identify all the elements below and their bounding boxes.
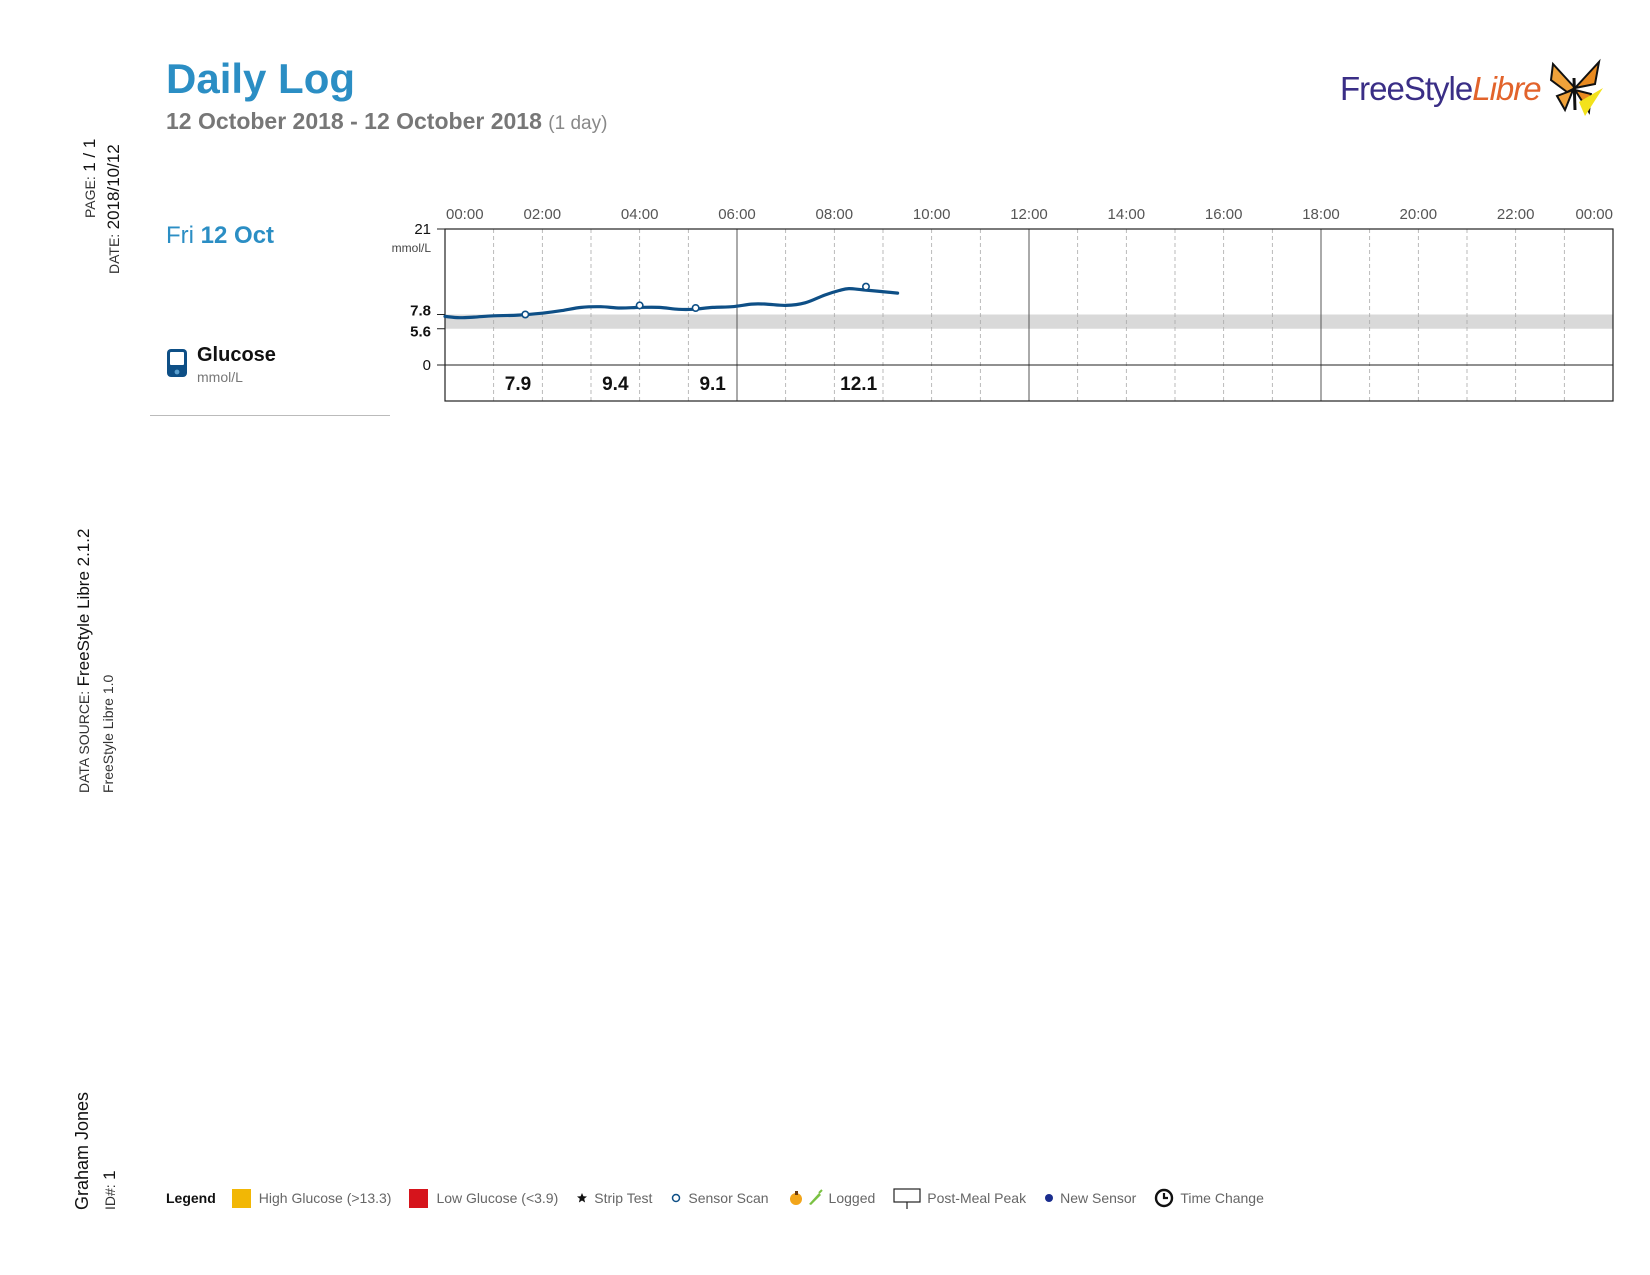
logo-word-libre: Libre — [1472, 70, 1541, 107]
sensor-scan-points — [521, 282, 870, 319]
x-tick-label: 10:00 — [913, 206, 951, 223]
legend-label: Post-Meal Peak — [927, 1190, 1027, 1206]
post-meal-peak-icon — [893, 1186, 921, 1210]
x-tick-label: 02:00 — [524, 206, 562, 223]
glucose-chart: 00:00 02:00 04:00 06:00 08:00 10:00 12:00 14:00… — [392, 206, 1614, 402]
butterfly-icon — [1549, 58, 1603, 116]
sensor-glucose-line — [443, 286, 900, 320]
legend-item-new-sensor: New Sensor — [1044, 1190, 1136, 1206]
x-tick-label: 18:00 — [1302, 206, 1340, 223]
sensor-scan-point — [521, 310, 530, 319]
glucose-unit: mmol/L — [197, 369, 243, 385]
sensor-scan-icon — [670, 1192, 682, 1204]
legend-title: Legend — [166, 1190, 216, 1206]
logo-text: FreeStyleLibre — [1340, 70, 1542, 108]
logo-word-freestyle: FreeStyle — [1340, 70, 1473, 107]
data-source: DATA SOURCE: FreeStyle Libre 2.1.2 — [74, 529, 94, 793]
glucose-label: Glucose — [197, 344, 276, 366]
sensor-scan-point — [691, 304, 700, 313]
hourly-value-label: 9.4 — [602, 374, 629, 395]
data-source-label: DATA SOURCE: — [76, 690, 92, 793]
x-tick-label: 16:00 — [1205, 206, 1243, 223]
logged-food-insulin-icon — [787, 1189, 823, 1207]
y-unit-label: mmol/L — [392, 241, 432, 255]
chart-vertical-grid — [493, 229, 1565, 401]
strip-test-icon — [576, 1192, 588, 1204]
legend-label: Strip Test — [594, 1190, 653, 1206]
id-label: ID#: — [102, 1184, 118, 1210]
id-value: 1 — [100, 1170, 119, 1180]
x-tick-label: 08:00 — [816, 206, 854, 223]
x-axis-ticks: 00:00 02:00 04:00 06:00 08:00 10:00 12:00 14:00… — [446, 206, 1613, 223]
data-source-value: FreeStyle Libre 2.1.2 — [74, 528, 93, 687]
glucose-meter-icon — [167, 349, 187, 377]
hourly-value-label: 12.1 — [840, 374, 877, 395]
date-range-text: 12 October 2018 - 12 October 2018 — [166, 108, 542, 134]
new-sensor-icon — [1044, 1193, 1054, 1203]
x-tick-label: 12:00 — [1010, 206, 1048, 223]
y-axis-ticks: 21 7.8 5.6 0 — [410, 221, 445, 374]
high-glucose-swatch — [231, 1188, 251, 1208]
sensor-scan-point — [635, 301, 644, 310]
y-tick-label: 21 — [414, 221, 431, 238]
y-tick-label: 5.6 — [410, 324, 431, 341]
x-tick-label: 06:00 — [718, 206, 756, 223]
duration-text: (1 day) — [548, 113, 608, 134]
legend-item-post-meal-peak: Post-Meal Peak — [893, 1186, 1026, 1210]
legend-item-high-glucose: High Glucose (>13.3) — [231, 1188, 392, 1208]
patient-name: Graham Jones — [72, 1091, 92, 1210]
patient-id: ID#: 1 — [100, 1170, 120, 1210]
legend-label: High Glucose (>13.3) — [258, 1190, 392, 1206]
y-tick-label: 7.8 — [410, 302, 431, 319]
legend-label: Logged — [828, 1190, 876, 1206]
hourly-values: 7.9 9.4 9.1 12.1 — [505, 374, 878, 395]
panel-divider — [150, 415, 390, 416]
hourly-value-label: 7.9 — [505, 374, 531, 395]
legend-label: Low Glucose (<3.9) — [436, 1190, 559, 1206]
x-tick-label: 22:00 — [1497, 206, 1535, 223]
legend-label: Sensor Scan — [688, 1190, 769, 1206]
y-tick-label: 0 — [423, 357, 431, 374]
legend-item-logged-food-insulin: Logged — [787, 1189, 876, 1207]
x-tick-label: 04:00 — [621, 206, 659, 223]
day-heading: Fri 12 Oct — [166, 222, 274, 250]
x-tick-label: 00:00 — [1575, 206, 1613, 223]
freestyle-libre-logo: FreeStyleLibre — [1340, 58, 1603, 122]
legend-item-time-change: Time Change — [1154, 1188, 1264, 1208]
x-tick-label: 20:00 — [1400, 206, 1438, 223]
time-change-icon — [1154, 1188, 1174, 1208]
day-weekday: Fri — [166, 222, 194, 249]
date-range: 12 October 2018 - 12 October 2018 (1 day… — [166, 108, 607, 135]
source-device: FreeStyle Libre 1.0 — [100, 674, 116, 793]
page-title: Daily Log — [166, 55, 356, 102]
day-date: 12 Oct — [200, 222, 275, 249]
legend-item-sensor-scan: Sensor Scan — [670, 1190, 769, 1206]
sensor-scan-point — [861, 282, 870, 291]
legend-label: Time Change — [1180, 1190, 1264, 1206]
x-tick-label: 14:00 — [1108, 206, 1146, 223]
hourly-value-label: 9.1 — [699, 374, 726, 395]
legend: Legend High Glucose (>13.3) Low Glucose (… — [166, 1186, 1282, 1210]
legend-item-low-glucose: Low Glucose (<3.9) — [409, 1188, 559, 1208]
low-glucose-swatch — [409, 1188, 429, 1208]
legend-item-strip-test: Strip Test — [576, 1190, 652, 1206]
legend-label: New Sensor — [1060, 1190, 1137, 1206]
x-tick-label: 00:00 — [446, 206, 484, 223]
